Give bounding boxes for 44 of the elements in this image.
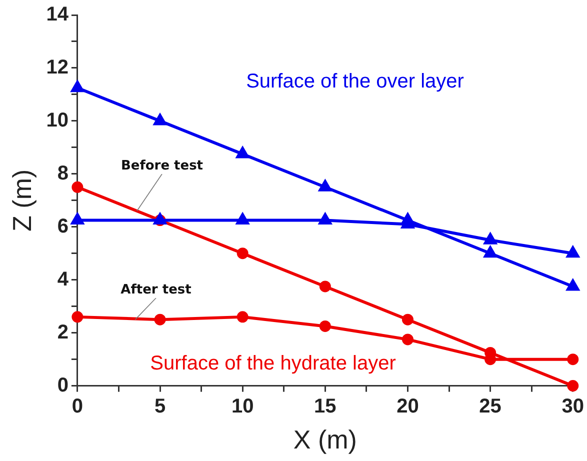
point (236, 311, 248, 323)
annotation: Surface of the hydrate layer (150, 352, 396, 375)
point (566, 246, 580, 258)
point (154, 314, 166, 326)
point (153, 113, 167, 126)
point (236, 146, 250, 158)
y-tick-label: 2 (57, 321, 68, 344)
x-tick-label: 20 (396, 395, 419, 418)
y-tick-label: 10 (46, 109, 68, 132)
point (318, 179, 332, 192)
x-tick-label: 30 (562, 395, 584, 418)
point (70, 212, 84, 225)
x-tick-label: 15 (314, 395, 336, 418)
x-tick-label: 10 (231, 395, 254, 418)
annotation: Before test (120, 158, 204, 174)
annotation: Surface of the over layer (246, 70, 464, 93)
point (236, 212, 250, 225)
y-tick-label: 4 (57, 268, 70, 290)
point (319, 320, 331, 332)
annotation: After test (120, 282, 192, 298)
point (70, 80, 84, 92)
point (567, 354, 579, 366)
point (236, 248, 248, 260)
point (567, 380, 579, 392)
y-tick-label: 0 (57, 374, 68, 396)
point (483, 246, 498, 258)
point (400, 212, 415, 225)
point (72, 311, 84, 323)
point (72, 181, 84, 193)
x-tick-label: 5 (154, 395, 166, 418)
y-tick-label: 8 (57, 162, 68, 184)
point (402, 314, 414, 326)
point (483, 232, 498, 244)
point (318, 212, 332, 225)
y-axis-title: Z (m) (6, 169, 37, 232)
y-tick-label: 6 (57, 215, 68, 238)
point (319, 280, 331, 292)
point (566, 278, 580, 291)
point (402, 334, 414, 346)
x-axis-title: X (m) (293, 424, 357, 455)
y-tick-label: 12 (46, 56, 68, 78)
x-tick-label: 0 (72, 395, 84, 418)
x-tick-label: 25 (479, 395, 502, 418)
y-tick-label: 14 (46, 4, 70, 26)
